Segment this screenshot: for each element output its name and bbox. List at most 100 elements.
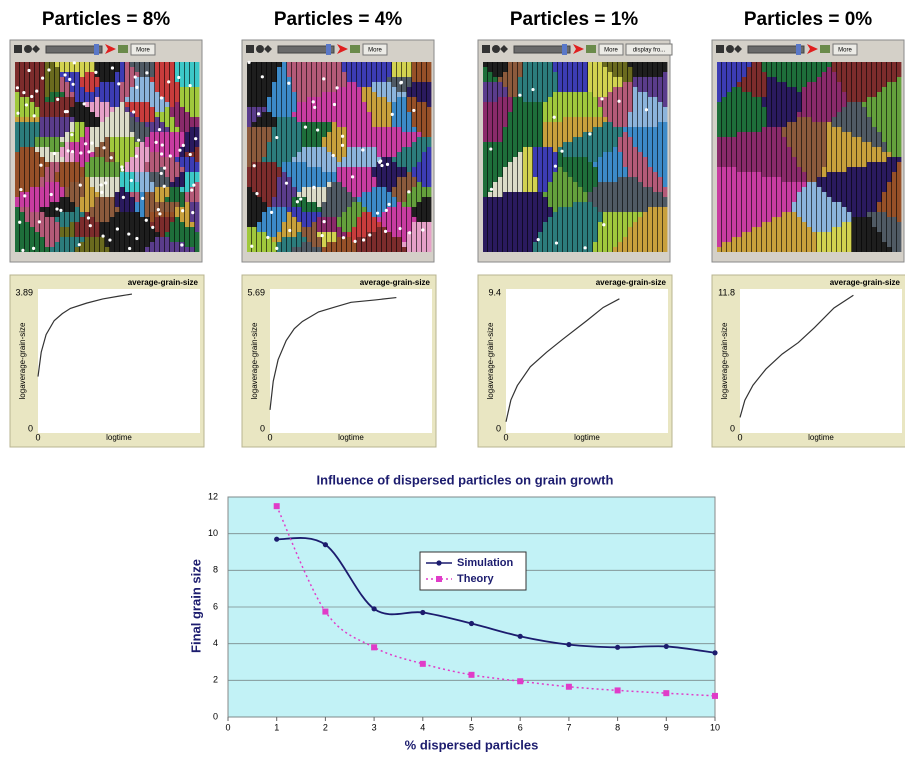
- grain-cell: [538, 172, 542, 177]
- slider-thumb: [326, 44, 331, 55]
- grain-cell: [513, 162, 517, 167]
- grain-cell: [90, 72, 94, 77]
- grain-cell: [342, 162, 346, 167]
- grain-cell: [195, 197, 199, 202]
- grain-cell: [857, 127, 861, 132]
- grain-cell: [75, 202, 79, 207]
- grain-cell: [25, 152, 29, 157]
- grain-cell: [25, 112, 29, 117]
- grain-cell: [503, 172, 507, 177]
- grain-cell: [483, 112, 487, 117]
- grain-cell: [377, 87, 381, 92]
- grain-cell: [643, 87, 647, 92]
- grain-cell: [105, 97, 109, 102]
- grain-cell: [257, 62, 261, 67]
- grain-cell: [247, 97, 251, 102]
- grain-cell: [493, 137, 497, 142]
- grain-cell: [115, 242, 119, 247]
- grain-cell: [55, 72, 59, 77]
- grain-cell: [498, 182, 502, 187]
- grain-cell: [272, 107, 276, 112]
- grain-cell: [357, 232, 361, 237]
- grain-cell: [322, 187, 326, 192]
- grain-cell: [100, 92, 104, 97]
- grain-cell: [160, 77, 164, 82]
- grain-cell: [352, 62, 356, 67]
- grain-cell: [322, 87, 326, 92]
- grain-cell: [658, 67, 662, 72]
- grain-cell: [190, 87, 194, 92]
- grain-cell: [387, 212, 391, 217]
- grain-cell: [367, 147, 371, 152]
- grain-cell: [528, 247, 532, 252]
- grain-cell: [372, 182, 376, 187]
- grain-cell: [20, 127, 24, 132]
- grain-cell: [483, 92, 487, 97]
- grain-cell: [312, 247, 316, 252]
- grain-cell: [70, 162, 74, 167]
- grain-cell: [190, 112, 194, 117]
- grain-cell: [287, 157, 291, 162]
- grain-cell: [282, 87, 286, 92]
- grain-cell: [160, 92, 164, 97]
- grain-cell: [397, 247, 401, 252]
- grain-cell: [847, 107, 851, 112]
- grain-cell: [643, 212, 647, 217]
- grain-cell: [553, 147, 557, 152]
- grain-cell: [322, 117, 326, 122]
- grain-cell: [90, 187, 94, 192]
- grain-cell: [518, 162, 522, 167]
- grain-cell: [488, 72, 492, 77]
- grain-cell: [85, 137, 89, 142]
- particle: [181, 209, 184, 212]
- grain-cell: [120, 147, 124, 152]
- grain-cell: [262, 242, 266, 247]
- grain-cell: [618, 177, 622, 182]
- grain-cell: [422, 162, 426, 167]
- grain-cell: [548, 182, 552, 187]
- grain-cell: [247, 157, 251, 162]
- grain-cell: [663, 92, 667, 97]
- grain-cell: [563, 102, 567, 107]
- grain-cell: [397, 187, 401, 192]
- grain-cell: [195, 162, 199, 167]
- grain-cell: [30, 77, 34, 82]
- grain-cell: [493, 172, 497, 177]
- grain-cell: [302, 182, 306, 187]
- grain-cell: [658, 247, 662, 252]
- grain-cell: [493, 92, 497, 97]
- grain-cell: [287, 242, 291, 247]
- grain-cell: [578, 97, 582, 102]
- grain-cell: [372, 112, 376, 117]
- grain-cell: [307, 127, 311, 132]
- grain-cell: [812, 107, 816, 112]
- grain-cell: [267, 82, 271, 87]
- grain-cell: [573, 102, 577, 107]
- grain-cell: [337, 122, 341, 127]
- grain-cell: [302, 112, 306, 117]
- grain-cell: [85, 132, 89, 137]
- grain-cell: [732, 87, 736, 92]
- grain-cell: [180, 82, 184, 87]
- grain-cell: [397, 137, 401, 142]
- grain-cell: [282, 217, 286, 222]
- particle: [490, 188, 493, 191]
- grain-cell: [533, 207, 537, 212]
- grain-cell: [362, 212, 366, 217]
- grain-cell: [322, 107, 326, 112]
- grain-cell: [115, 137, 119, 142]
- grain-cell: [412, 72, 416, 77]
- grain-cell: [30, 142, 34, 147]
- grain-cell: [817, 97, 821, 102]
- grain-cell: [60, 82, 64, 87]
- grain-cell: [498, 242, 502, 247]
- grain-cell: [613, 77, 617, 82]
- grain-cell: [25, 167, 29, 172]
- grain-cell: [638, 102, 642, 107]
- grain-cell: [267, 197, 271, 202]
- grain-cell: [618, 182, 622, 187]
- grain-cell: [427, 152, 431, 157]
- y-tick-label: 0: [496, 423, 501, 433]
- grain-cell: [638, 167, 642, 172]
- grain-cell: [95, 62, 99, 67]
